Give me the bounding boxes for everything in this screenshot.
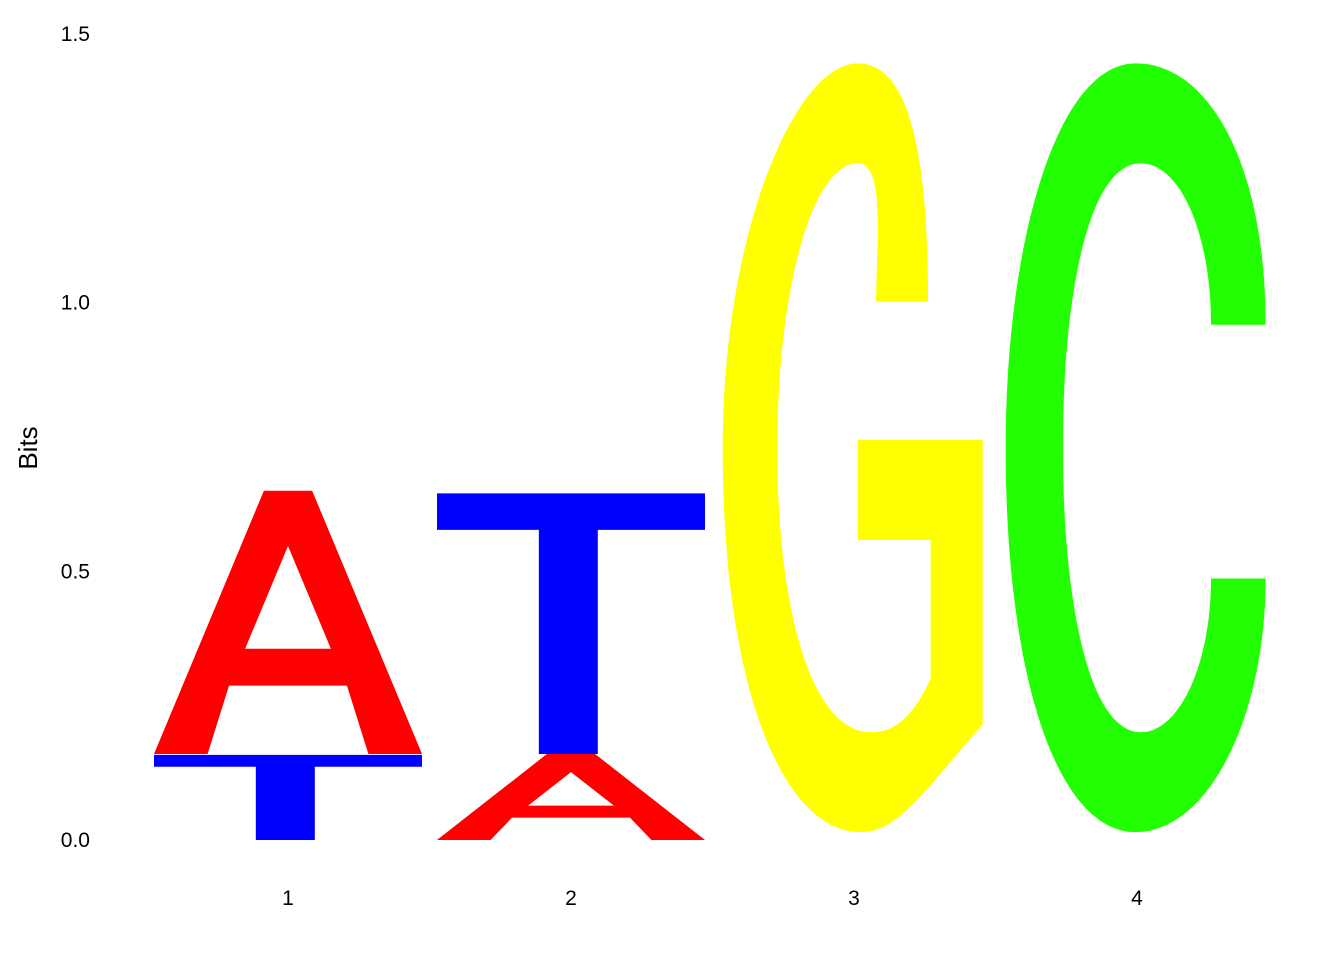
y-tick-label: 0.5 (61, 560, 90, 583)
x-tick-label: 3 (848, 887, 860, 910)
y-axis-title: Bits (13, 426, 43, 469)
x-tick-label: 2 (565, 887, 577, 910)
x-tick-label: 4 (1131, 887, 1143, 910)
logo-letter-t-pos-2 (437, 493, 705, 755)
logo-letter-a-pos-1 (154, 490, 422, 755)
x-tick-labels: 1 2 3 4 (282, 887, 1143, 910)
y-tick-label: 1.0 (61, 292, 90, 315)
logo-letter-g-pos-3 (722, 63, 983, 833)
logo-letter-a-pos-2 (437, 754, 705, 840)
logo-letter-c-pos-4 (1005, 63, 1266, 833)
logo-letters (154, 63, 1266, 840)
y-tick-label: 1.5 (61, 23, 90, 46)
y-tick-label: 0.0 (61, 829, 90, 852)
y-tick-labels: 0.0 0.5 1.0 1.5 (61, 23, 90, 852)
logo-letter-t-pos-1 (154, 754, 422, 840)
x-tick-label: 1 (282, 887, 294, 910)
